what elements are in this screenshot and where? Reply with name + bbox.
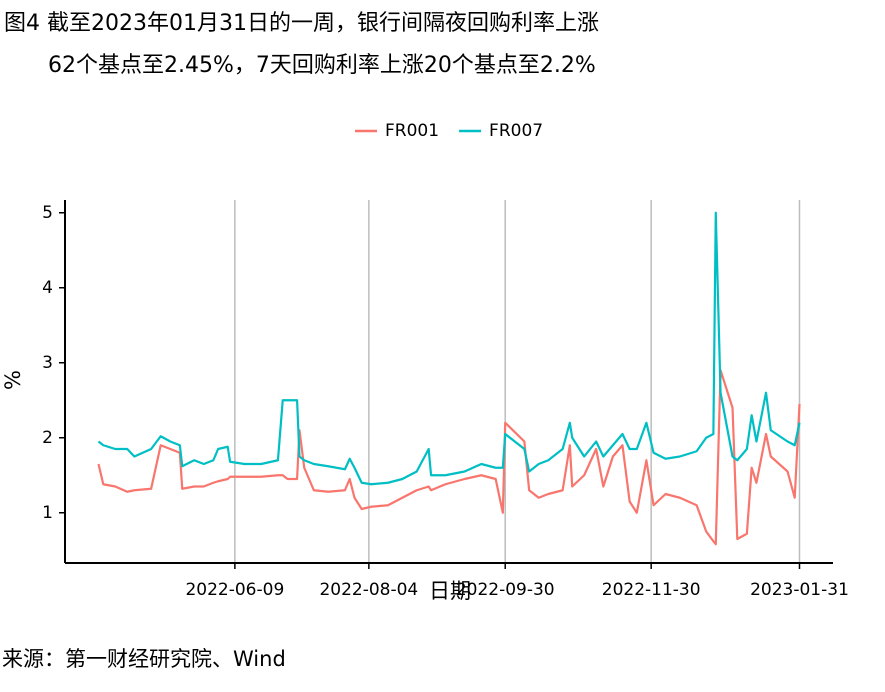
data-line: [97, 211, 801, 486]
y-tick-label: 3: [42, 353, 53, 373]
y-tick-label: 1: [42, 503, 53, 523]
x-tick-label: 2022-06-09: [185, 580, 284, 600]
y-tick-label: 4: [42, 278, 53, 298]
y-tick-label: 5: [42, 203, 53, 223]
y-tick-label: 2: [42, 428, 53, 448]
x-tick-label: 2022-08-04: [319, 580, 418, 600]
x-axis-title: 日期: [429, 579, 471, 603]
legend-label: FR007: [489, 121, 543, 141]
x-tick-label: 2023-01-31: [750, 580, 849, 600]
data-line: [97, 369, 801, 546]
chart-title: 62个基点至2.45%，7天回购利率上涨20个基点至2.2%: [48, 53, 596, 78]
y-axis-title: %: [1, 370, 25, 390]
chart-title: 图4 截至2023年01月31日的一周，银行间隔夜回购利率上涨: [4, 11, 599, 36]
x-tick-label: 2022-11-30: [602, 580, 701, 600]
legend-label: FR001: [385, 121, 439, 141]
source-note: 来源：第一财经研究院、Wind: [2, 647, 286, 671]
x-tick-label: 2022-09-30: [456, 580, 555, 600]
